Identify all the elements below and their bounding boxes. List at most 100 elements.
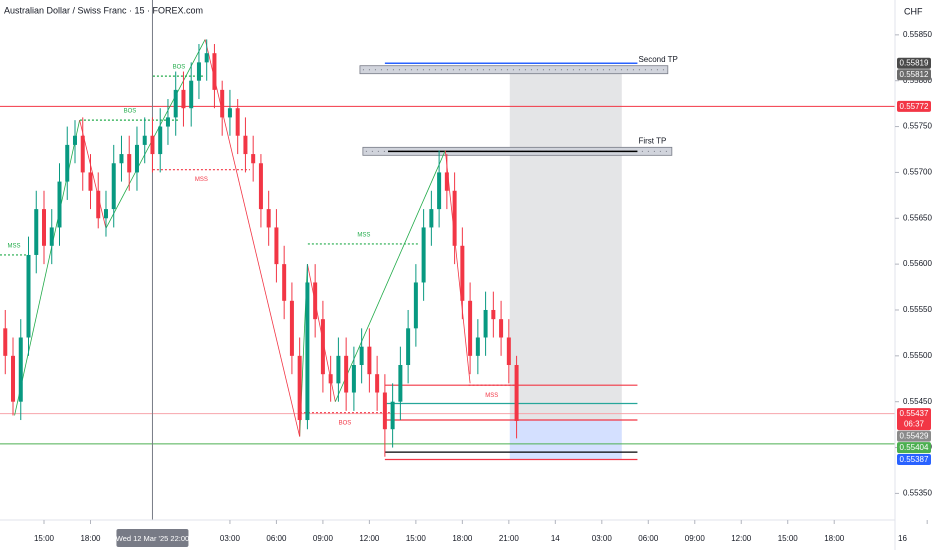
price-tag (897, 69, 931, 81)
y-tick-label: 0.55350 (903, 489, 932, 498)
structure-label: MSS (485, 393, 498, 399)
candle-body (251, 154, 256, 164)
candle-body (390, 401, 395, 430)
candle-body (34, 209, 39, 255)
candle-body (3, 328, 8, 356)
crosshair-time-tag (116, 529, 189, 547)
y-tick-label: 0.55450 (903, 397, 932, 406)
countdown-label: 06:37 (904, 420, 925, 429)
candle-body (328, 374, 333, 384)
candle-body (351, 365, 356, 393)
price-tag-label: 0.55772 (900, 102, 929, 111)
candle-body (134, 144, 139, 173)
candle-body (119, 154, 124, 164)
candle-body (437, 172, 442, 210)
candle-body (111, 163, 116, 210)
position-stop-zone (509, 420, 622, 460)
candle-body (65, 144, 70, 182)
y-tick-label: 0.55800 (903, 76, 932, 85)
price-tag (897, 430, 931, 442)
price-tag-label: 0.55819 (900, 59, 929, 68)
price-tag-label: 0.55387 (900, 455, 929, 464)
candle-body (165, 117, 170, 127)
tp-label: First TP (638, 136, 666, 145)
candle-body (88, 172, 93, 191)
candle-body (181, 89, 186, 109)
x-tick-label: 18:00 (452, 534, 473, 543)
candle-body (499, 319, 504, 338)
candle-body (258, 163, 263, 210)
y-tick-label: 0.55700 (903, 168, 932, 177)
structure-label: MSS (8, 244, 21, 250)
y-tick-label: 0.55850 (903, 30, 932, 39)
structure-label: BOS (339, 420, 352, 426)
price-tag (897, 453, 931, 465)
y-tick-label: 0.55550 (903, 305, 932, 314)
price-tag (897, 57, 931, 69)
y-tick-label: 0.55650 (903, 213, 932, 222)
plot-area: Second TP First TP BOS BOS MSS MSS BOS MSS MSS (0, 0, 895, 520)
x-tick-label: 03:00 (592, 534, 613, 543)
y-tick-label: 0.55600 (903, 259, 932, 268)
candle-body (173, 89, 178, 118)
candle-body (18, 337, 23, 402)
structure-label: BOS (124, 109, 137, 115)
candle-body (483, 309, 488, 338)
candle-body (227, 108, 232, 118)
x-tick-label: 06:00 (266, 534, 287, 543)
candle-body (452, 190, 457, 246)
candle-body (413, 282, 418, 329)
axes: 0.553500.554000.554500.555000.555500.556… (34, 30, 932, 547)
position-target-zone (509, 69, 622, 421)
candle-body (11, 355, 16, 402)
x-tick-label: 03:00 (220, 534, 241, 543)
candle-body (491, 309, 496, 320)
candle-body (514, 365, 519, 421)
structure-label: MSS (195, 177, 208, 183)
candle-body (313, 282, 318, 320)
candle-body (421, 227, 426, 283)
x-tick-label: 09:00 (685, 534, 706, 543)
candle-body (274, 227, 279, 265)
candle-body (189, 80, 194, 109)
candle-body (196, 62, 201, 81)
x-tick-label: 09:00 (313, 534, 334, 543)
tp-label: Second TP (638, 55, 677, 64)
price-tag (897, 442, 931, 454)
price-tag (897, 408, 931, 431)
candle-body (243, 135, 248, 155)
candle-body (382, 392, 387, 430)
candle-body (158, 126, 163, 155)
x-tick-label: 12:00 (731, 534, 752, 543)
x-tick-label: 15:00 (34, 534, 55, 543)
candle-body (460, 245, 465, 301)
price-tag (897, 100, 931, 112)
candle-body (444, 172, 449, 191)
candle-body (367, 346, 372, 375)
candle-body (344, 355, 349, 393)
candle-body (235, 108, 240, 136)
price-tag-label: 0.55812 (900, 70, 929, 79)
candle-body (26, 254, 31, 338)
price-tag-label: 0.55429 (900, 432, 929, 441)
zigzag-segment (444, 150, 471, 384)
price-tag-label: 0.55437 (900, 409, 929, 418)
candle-body (266, 209, 271, 228)
candle-body (398, 365, 403, 402)
x-tick-label: 14 (551, 534, 560, 543)
candle-body (475, 337, 480, 356)
candle-body (204, 53, 209, 63)
currency-label: CHF (904, 6, 923, 16)
candle-body (320, 319, 325, 375)
candle-body (468, 300, 473, 356)
candle-body (297, 355, 302, 421)
candle-body (72, 135, 77, 145)
y-tick-label: 0.55750 (903, 122, 932, 131)
candle-body (282, 264, 287, 301)
candle-body (375, 374, 380, 393)
x-tick-label: 21:00 (499, 534, 520, 543)
candle-body (429, 209, 434, 228)
price-tag-label: 0.55404 (900, 443, 929, 452)
